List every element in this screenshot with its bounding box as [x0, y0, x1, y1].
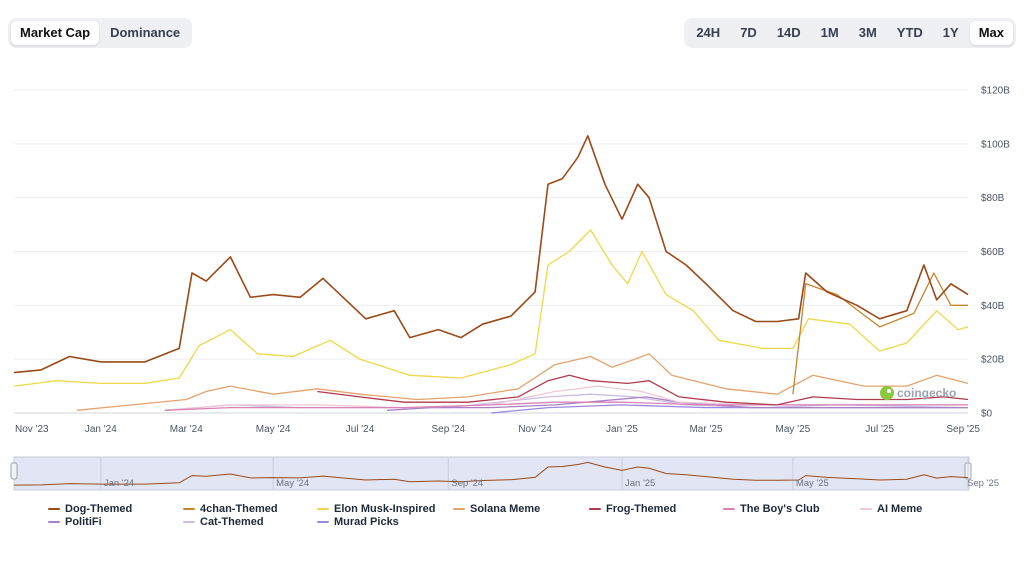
range-1y-button[interactable]: 1Y	[942, 25, 959, 40]
metric-dominance-button[interactable]: Dominance	[110, 25, 181, 40]
range-7d-button[interactable]: 7D	[740, 25, 757, 40]
legend-label: Cat-Themed	[200, 516, 264, 528]
x-tick-label: Mar '24	[170, 424, 203, 435]
x-tick-label: Jul '24	[346, 424, 375, 435]
legend-item-dog-themed[interactable]: Dog-Themed	[48, 503, 132, 515]
x-tick-label: Sep '24	[431, 424, 465, 435]
series-line-politifi[interactable]	[387, 396, 968, 411]
y-tick-label: $100B	[981, 139, 1010, 150]
legend-label: Murad Picks	[334, 516, 399, 528]
navigator-axis: Jan '24 May '24 Sep '24 Jan '25 May '25 Sep '…	[104, 478, 999, 489]
legend-swatch	[589, 508, 601, 510]
legend-label: The Boy's Club	[740, 503, 820, 515]
legend-item-4chan-themed[interactable]: 4chan-Themed	[183, 503, 278, 515]
watermark-text: coingecko	[897, 386, 956, 400]
navigator-tick-label: Jan '24	[104, 478, 134, 489]
series-line-frog-themed[interactable]	[317, 374, 969, 406]
legend-item-murad-picks[interactable]: Murad Picks	[317, 516, 399, 528]
navigator-tick-label: May '25	[796, 478, 829, 489]
legend-swatch	[723, 508, 735, 510]
range-max-button[interactable]: Max	[969, 21, 1013, 45]
legend-label: AI Meme	[877, 503, 923, 515]
navigator-tick-label: Jan '25	[625, 478, 655, 489]
y-tick-label: $80B	[981, 193, 1005, 204]
range-navigator[interactable]: Jan '24 May '24 Sep '24 Jan '25 May '25 Sep '…	[10, 456, 999, 491]
legend-swatch	[48, 521, 60, 523]
legend-swatch	[453, 508, 465, 510]
navigator-tick-label: Sep '24	[451, 478, 483, 489]
metric-toggle: Market Cap Dominance	[8, 18, 193, 48]
legend-item-cat-themed[interactable]: Cat-Themed	[183, 516, 264, 528]
range-14d-button[interactable]: 14D	[776, 25, 801, 40]
y-tick-label: $60B	[981, 247, 1005, 258]
legend-item-ai-meme[interactable]: AI Meme	[860, 503, 922, 515]
range-1m-button[interactable]: 1M	[820, 25, 839, 40]
series-line-4chan-themed[interactable]	[792, 272, 968, 395]
y-axis: $0 $20B $40B $60B $80B $100B $120B	[981, 86, 1010, 420]
x-tick-label: Sep '25	[946, 424, 980, 435]
legend-row: PolitiFi Cat-Themed Murad Picks	[48, 516, 1008, 531]
coingecko-logo-icon	[880, 386, 894, 400]
legend-label: 4chan-Themed	[200, 503, 278, 515]
legend-label: PolitiFi	[65, 516, 102, 528]
legend-item-solana-meme[interactable]: Solana Meme	[453, 503, 540, 515]
legend-item-elon-musk-inspired[interactable]: Elon Musk-Inspired	[317, 503, 435, 515]
range-24h-button[interactable]: 24H	[696, 25, 721, 40]
y-tick-label: $0	[981, 409, 993, 420]
navigator-series-line	[13, 461, 969, 486]
series-lines[interactable]	[13, 135, 969, 414]
legend-item-the-boy-s-club[interactable]: The Boy's Club	[723, 503, 820, 515]
legend: Dog-Themed 4chan-Themed Elon Musk-Inspired…	[48, 503, 1008, 531]
y-tick-label: $20B	[981, 355, 1005, 366]
x-tick-label: Mar '25	[689, 424, 722, 435]
range-3m-button[interactable]: 3M	[858, 25, 877, 40]
navigator-left-handle[interactable]	[10, 462, 18, 480]
legend-swatch	[860, 508, 872, 510]
series-line-elon-musk-inspired[interactable]	[13, 229, 969, 387]
x-tick-label: Nov '24	[518, 424, 552, 435]
metric-market-cap-button[interactable]: Market Cap	[11, 21, 100, 45]
legend-label: Dog-Themed	[65, 503, 133, 515]
navigator-tick-label: May '24	[276, 478, 309, 489]
series-line-dog-themed[interactable]	[13, 135, 969, 374]
legend-swatch	[48, 508, 60, 510]
legend-label: Solana Meme	[470, 503, 541, 515]
x-axis: Nov '23 Jan '24 Mar '24 May '24 Jul '24 Sep '…	[15, 424, 980, 435]
legend-label: Elon Musk-Inspired	[334, 503, 436, 515]
range-ytd-button[interactable]: YTD	[896, 25, 923, 40]
legend-item-politifi[interactable]: PolitiFi	[48, 516, 102, 528]
series-line-solana-meme[interactable]	[76, 353, 969, 411]
legend-swatch	[183, 508, 195, 510]
legend-swatch	[317, 521, 329, 523]
time-range-toggle: 24H 7D 14D 1M 3M YTD 1Y Max	[684, 18, 1016, 48]
x-tick-label: Jul '25	[865, 424, 894, 435]
navigator-tick-label: Sep '25	[967, 478, 999, 489]
x-tick-label: Nov '23	[15, 424, 49, 435]
y-tick-label: $120B	[981, 86, 1010, 97]
legend-item-frog-themed[interactable]: Frog-Themed	[589, 503, 676, 515]
coingecko-watermark: coingecko	[880, 386, 956, 400]
grid	[14, 89, 968, 414]
navigator-window[interactable]	[13, 456, 970, 491]
legend-swatch	[317, 508, 329, 510]
market-cap-chart: $0 $20B $40B $60B $80B $100B $120B Nov '23 Jan …	[10, 86, 1010, 491]
legend-label: Frog-Themed	[606, 503, 677, 515]
x-tick-label: May '24	[256, 424, 291, 435]
legend-swatch	[183, 521, 195, 523]
y-tick-label: $40B	[981, 301, 1005, 312]
x-tick-label: Jan '24	[85, 424, 117, 435]
legend-row: Dog-Themed 4chan-Themed Elon Musk-Inspired…	[48, 503, 1008, 517]
coingecko-logo-eye	[887, 389, 891, 393]
x-tick-label: May '25	[776, 424, 811, 435]
x-tick-label: Jan '25	[606, 424, 638, 435]
